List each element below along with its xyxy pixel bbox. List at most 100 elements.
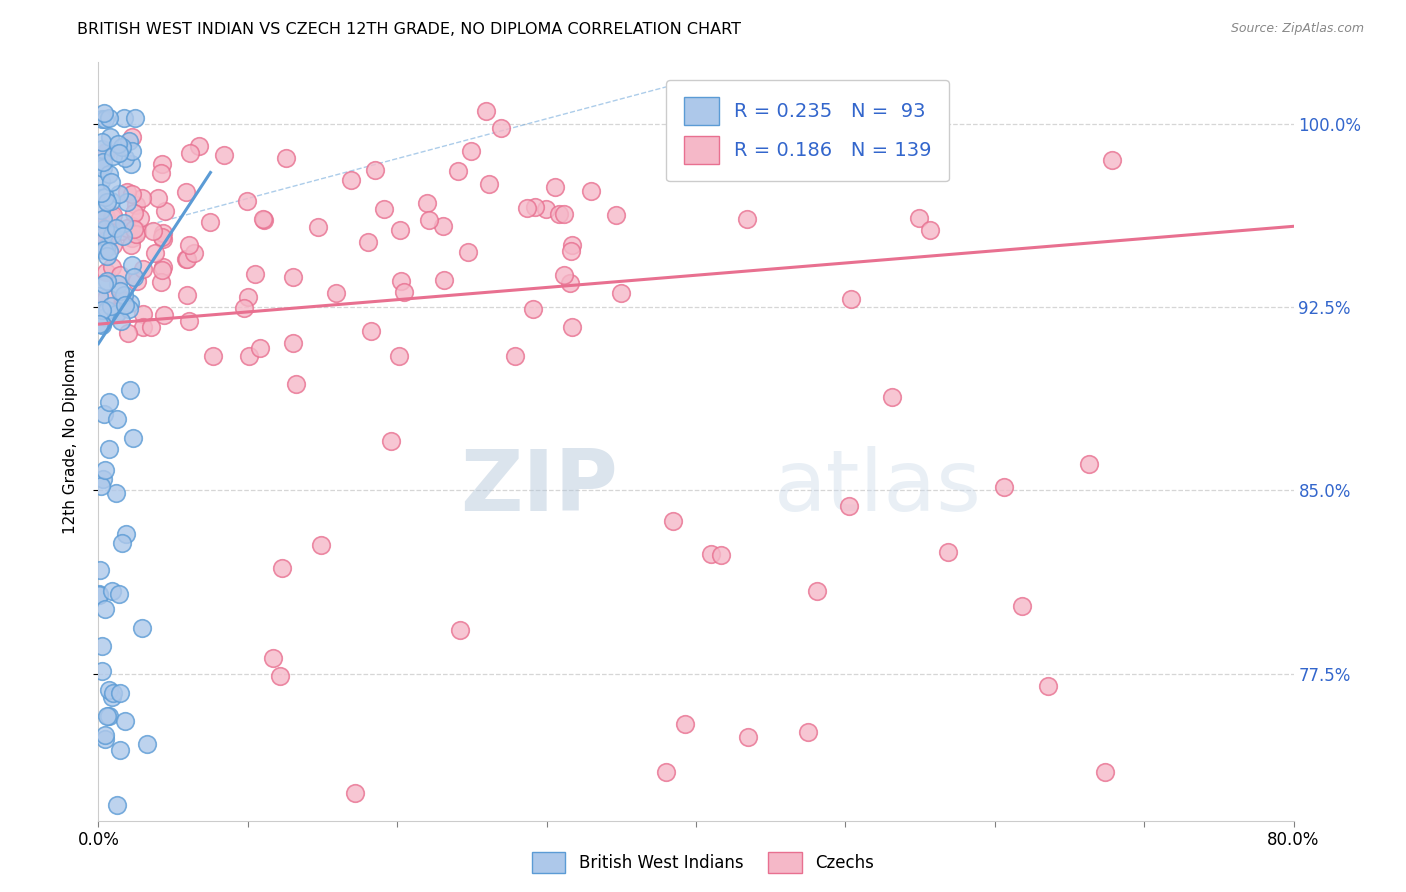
Point — [101, 227, 124, 242]
Point — [150, 230, 173, 244]
Point — [91, 155, 114, 169]
Point — [1101, 153, 1123, 167]
Point — [202, 349, 225, 363]
Point — [238, 349, 260, 363]
Point — [93, 277, 115, 291]
Point — [380, 434, 402, 449]
Point — [114, 298, 136, 312]
Point — [309, 538, 332, 552]
Point — [709, 548, 731, 562]
Point — [97, 442, 120, 456]
Point — [553, 268, 575, 283]
Point — [153, 203, 176, 218]
Point — [938, 545, 960, 559]
Point — [343, 787, 366, 801]
Point — [114, 151, 136, 165]
Point — [516, 201, 538, 215]
Point — [117, 220, 139, 235]
Point — [98, 244, 121, 259]
Point — [534, 202, 557, 217]
Point — [176, 288, 198, 302]
Point — [122, 431, 145, 445]
Point — [101, 208, 124, 222]
Point — [131, 191, 153, 205]
Point — [610, 286, 633, 301]
Point — [105, 307, 128, 321]
Point — [993, 480, 1015, 494]
Point — [112, 294, 135, 309]
Point — [103, 238, 125, 252]
Point — [98, 395, 121, 409]
Point — [93, 112, 115, 126]
Point — [91, 472, 114, 486]
Point — [737, 730, 759, 744]
Point — [110, 314, 132, 328]
Point — [125, 227, 148, 241]
Point — [115, 195, 138, 210]
Point — [281, 336, 304, 351]
Point — [125, 274, 148, 288]
Point — [908, 211, 931, 226]
Point — [489, 120, 512, 135]
Point — [432, 219, 454, 234]
Point — [115, 527, 138, 541]
Point — [120, 238, 142, 252]
Point — [179, 237, 201, 252]
Point — [236, 194, 259, 209]
Point — [524, 200, 547, 214]
Point — [96, 220, 118, 235]
Point — [918, 223, 941, 237]
Legend: British West Indians, Czechs: British West Indians, Czechs — [526, 846, 880, 880]
Point — [150, 262, 173, 277]
Point — [93, 407, 115, 421]
Point — [143, 246, 166, 260]
Point — [179, 146, 201, 161]
Point — [1036, 679, 1059, 693]
Point — [553, 207, 575, 221]
Point — [522, 301, 544, 316]
Point — [93, 310, 115, 324]
Point — [94, 233, 117, 247]
Point — [94, 265, 117, 279]
Point — [281, 269, 304, 284]
Point — [474, 104, 496, 119]
Point — [253, 212, 276, 227]
Point — [122, 206, 145, 220]
Point — [101, 211, 124, 225]
Point — [543, 180, 565, 194]
Point — [560, 244, 582, 259]
Point — [105, 220, 128, 235]
Point — [112, 216, 135, 230]
Point — [91, 229, 114, 244]
Point — [93, 105, 115, 120]
Point — [661, 515, 683, 529]
Point — [91, 161, 114, 175]
Point — [103, 686, 125, 700]
Point — [108, 268, 131, 282]
Point — [839, 292, 862, 306]
Point — [141, 319, 163, 334]
Point — [460, 145, 482, 159]
Point — [274, 151, 297, 165]
Point — [107, 304, 129, 318]
Point — [100, 690, 122, 705]
Point — [100, 299, 122, 313]
Point — [149, 166, 172, 180]
Point — [91, 318, 114, 332]
Point — [89, 161, 111, 175]
Point — [364, 163, 387, 178]
Point — [96, 303, 118, 318]
Point — [101, 260, 124, 274]
Point — [121, 259, 143, 273]
Point — [118, 383, 141, 397]
Point — [249, 341, 271, 355]
Point — [90, 142, 112, 156]
Point — [94, 222, 117, 236]
Point — [415, 196, 437, 211]
Point — [121, 219, 143, 233]
Point — [214, 148, 236, 162]
Point — [105, 412, 128, 426]
Point — [360, 324, 382, 338]
Point — [89, 586, 111, 600]
Point — [121, 144, 143, 158]
